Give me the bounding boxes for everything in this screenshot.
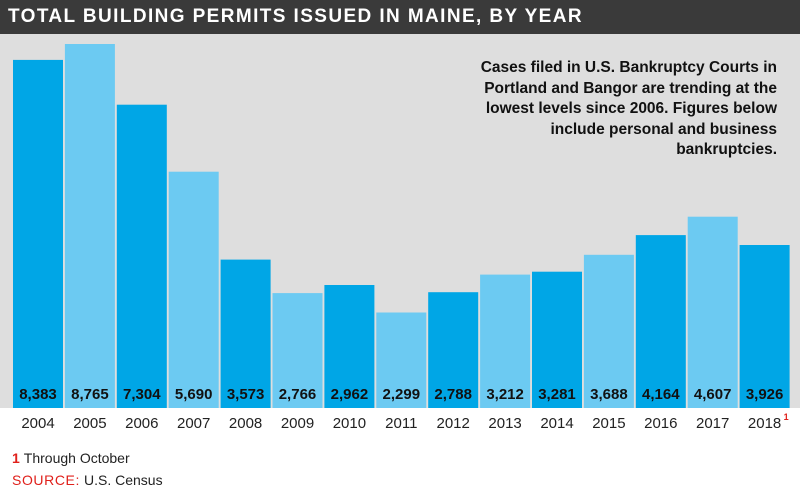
x-tick-label-2008: 2008: [229, 415, 262, 432]
footnote: 1 Through October: [12, 450, 130, 466]
chart-title: TOTAL BUILDING PERMITS ISSUED IN MAINE, …: [8, 6, 583, 27]
bar-2018: [739, 245, 790, 408]
footnote-text: Through October: [23, 450, 130, 466]
source-text: U.S. Census: [84, 472, 163, 488]
x-tick-footnote-marker: 1: [784, 412, 789, 422]
bar-2004: [13, 59, 63, 409]
value-label-2006: 7,304: [123, 386, 161, 403]
x-tick-label-2005: 2005: [73, 415, 106, 432]
x-tick-label-2010: 2010: [333, 415, 366, 432]
value-label-2013: 3,212: [486, 386, 524, 403]
value-label-2004: 8,383: [19, 386, 57, 403]
bar-chart: 8,383 2004 8,765 2005 7,304 2006 5,690 2007 3,57…: [13, 44, 790, 432]
value-label-2009: 2,766: [279, 386, 317, 403]
bar-2009: [272, 293, 323, 408]
bar-2013: [480, 274, 531, 408]
title-bar: TOTAL BUILDING PERMITS ISSUED IN MAINE, …: [0, 0, 800, 34]
value-label-2005: 8,765: [71, 386, 109, 403]
bar-2007: [168, 171, 219, 408]
x-tick-label-2017: 2017: [696, 415, 729, 432]
x-tick-label-2013: 2013: [488, 415, 521, 432]
bar-2005: [64, 44, 115, 408]
bar-2011: [376, 312, 427, 408]
bar-2010: [324, 285, 375, 408]
x-tick-label-2011: 2011: [385, 415, 417, 432]
source-line: SOURCE: U.S. Census: [12, 472, 163, 488]
x-tick-label-2004: 2004: [21, 415, 54, 432]
x-tick-label-2012: 2012: [437, 415, 470, 432]
x-tick-label-2014: 2014: [540, 415, 573, 432]
x-tick-label-2006: 2006: [125, 415, 158, 432]
value-label-2015: 3,688: [590, 386, 628, 403]
value-label-2012: 2,788: [434, 386, 472, 403]
value-label-2007: 5,690: [175, 386, 213, 403]
source-label: SOURCE:: [12, 472, 80, 488]
bar-2006: [116, 104, 167, 408]
x-tick-label-2007: 2007: [177, 415, 210, 432]
value-label-2014: 3,281: [538, 386, 576, 403]
annotation-text: Cases filed in U.S. Bankruptcy Courts in…: [480, 59, 777, 158]
bar-2014: [532, 271, 582, 408]
bar-2016: [635, 235, 686, 408]
bar-2012: [428, 292, 479, 408]
value-label-2011: 2,299: [383, 386, 421, 403]
x-tick-label-2015: 2015: [592, 415, 625, 432]
bar-2015: [583, 254, 634, 408]
value-label-2017: 4,607: [694, 386, 732, 403]
value-label-2010: 2,962: [331, 386, 369, 403]
x-tick-label-2016: 2016: [644, 415, 677, 432]
bar-2008: [220, 259, 271, 408]
value-label-2016: 4,164: [642, 386, 680, 403]
x-tick-label-2009: 2009: [281, 415, 314, 432]
value-label-2018: 3,926: [746, 386, 784, 403]
value-label-2008: 3,573: [227, 386, 265, 403]
bar-2017: [687, 216, 738, 408]
x-tick-label-2018: 2018: [748, 415, 781, 432]
footnote-marker: 1: [12, 450, 20, 466]
